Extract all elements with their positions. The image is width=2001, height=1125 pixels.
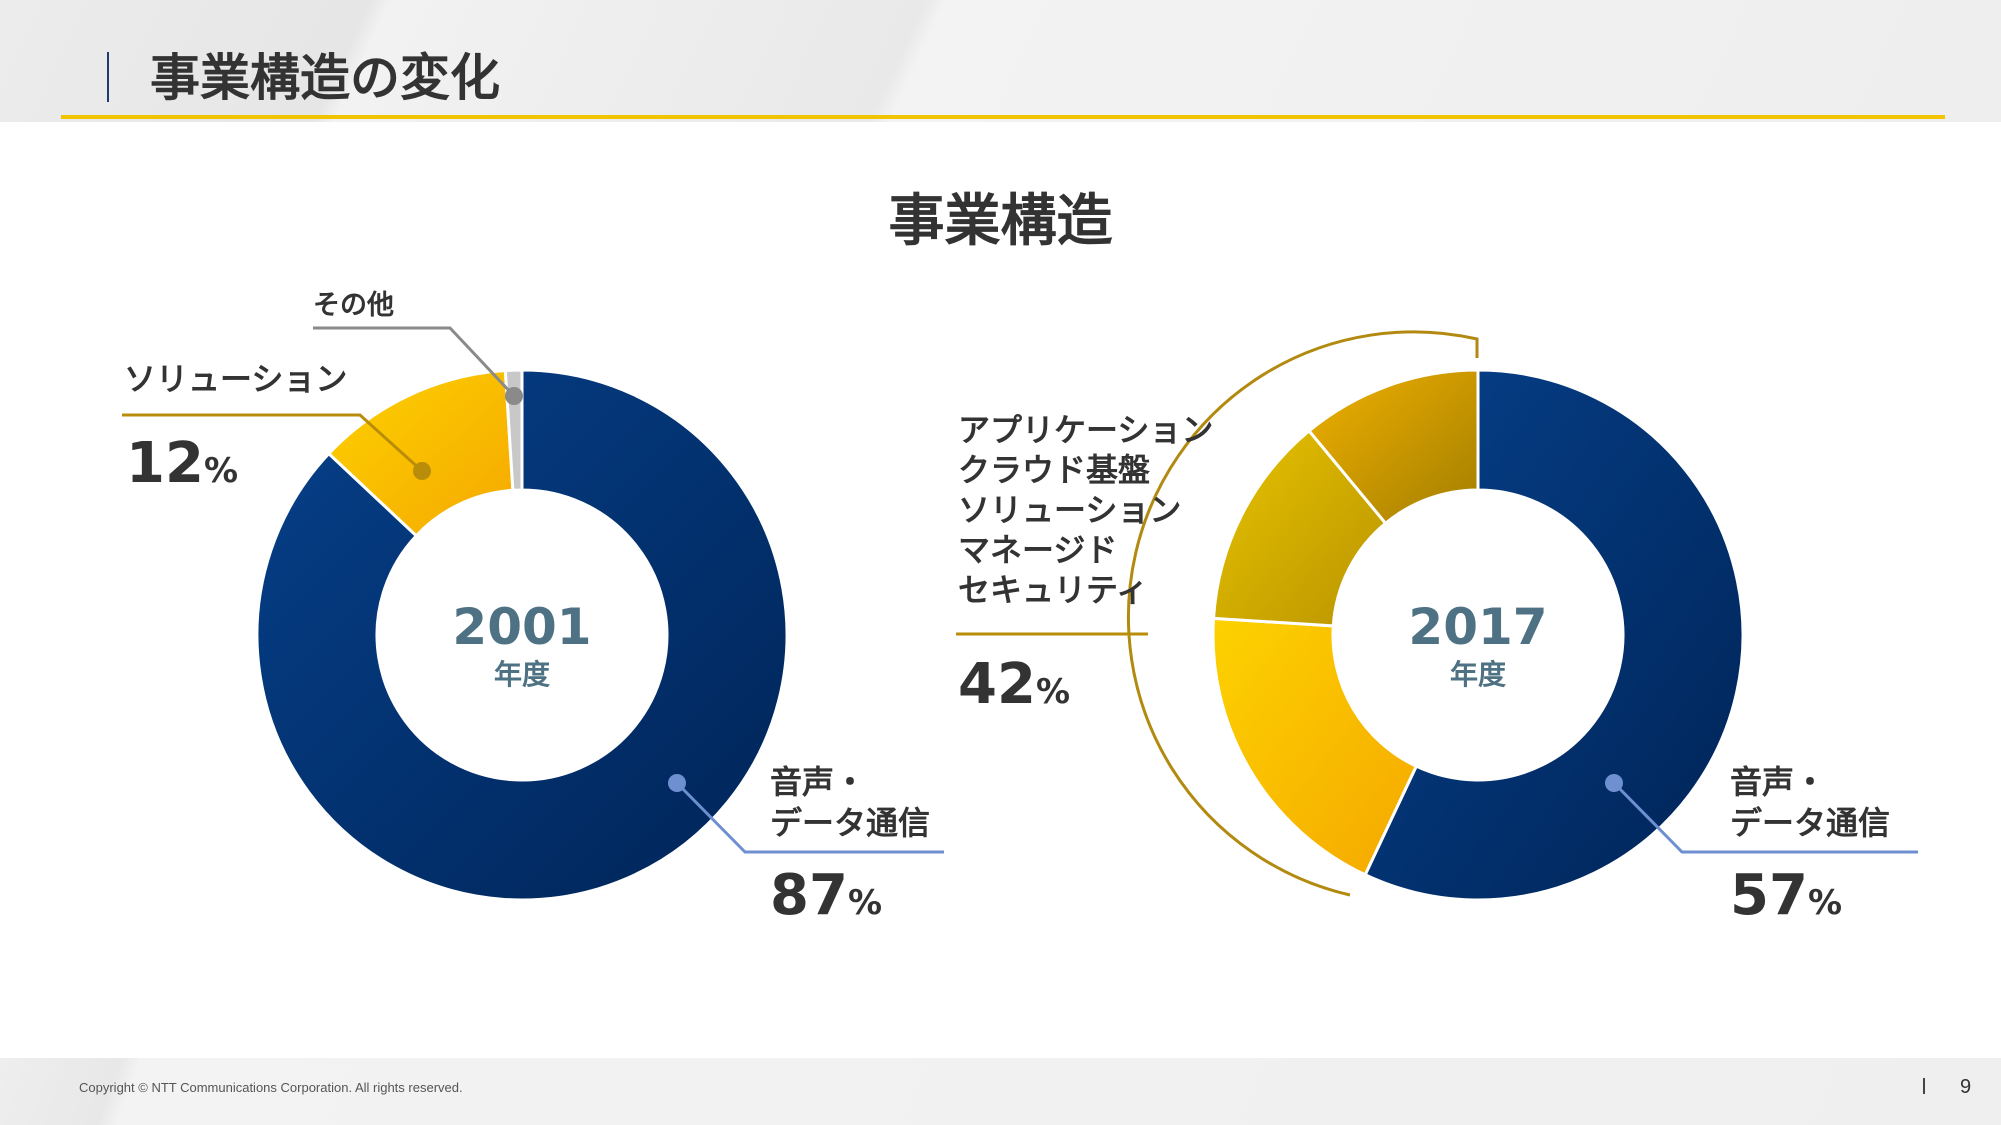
chart-title: 事業構造: [888, 189, 1113, 254]
header-band: [0, 0, 2001, 122]
label-solution: ソリューション: [124, 360, 347, 398]
label-group-line3: ソリューション: [958, 491, 1181, 529]
footer-band: [0, 1058, 2001, 1125]
page-number: 9: [1960, 1076, 1972, 1098]
copyright-notice: Copyright © NTT Communications Corporati…: [79, 1080, 463, 1095]
donut-2001-slice-0: [255, 368, 789, 902]
leader-voice-2017: [1605, 774, 1918, 854]
value-group: 42%: [958, 652, 1070, 717]
label-group-line2: クラウド基盤: [958, 451, 1150, 489]
label-voice-2017-line1: 音声・: [1730, 763, 1826, 801]
value-solution: 12%: [126, 431, 238, 496]
center-year-2001: 2001: [452, 598, 591, 656]
page-number-separator: [1923, 1078, 1925, 1094]
center-year-2017: 2017: [1408, 598, 1547, 656]
leader-solution: [122, 413, 431, 480]
donut-2017: [1211, 368, 1745, 902]
value-voice-2001: 87%: [770, 863, 882, 928]
center-unit-2001: 年度: [494, 658, 550, 691]
page-title: 事業構造の変化: [150, 49, 500, 107]
value-voice-2017: 57%: [1730, 863, 1842, 928]
donut-2001: [255, 368, 789, 902]
leader-other: [313, 326, 523, 405]
label-group-line4: マネージド: [958, 531, 1117, 569]
donut-2017-slice-1: [1211, 616, 1419, 877]
label-voice-2017-line2: データ通信: [1730, 804, 1890, 842]
title-accent-bar: [107, 52, 109, 102]
label-group-line5: セキュリティ: [958, 571, 1148, 609]
label-voice-2001-line2: データ通信: [770, 804, 930, 842]
label-group-line1: アプリケーション: [958, 411, 1213, 449]
label-voice-2001-line1: 音声・: [770, 763, 866, 801]
donut-2017-slice-3: [1306, 368, 1480, 526]
label-other: その他: [313, 290, 394, 321]
leader-voice-2001: [668, 774, 944, 854]
donut-2017-slice-0: [1363, 368, 1745, 902]
title-underline: [61, 115, 1945, 119]
grouping-bracket: [1126, 330, 1479, 897]
center-unit-2017: 年度: [1450, 658, 1506, 691]
